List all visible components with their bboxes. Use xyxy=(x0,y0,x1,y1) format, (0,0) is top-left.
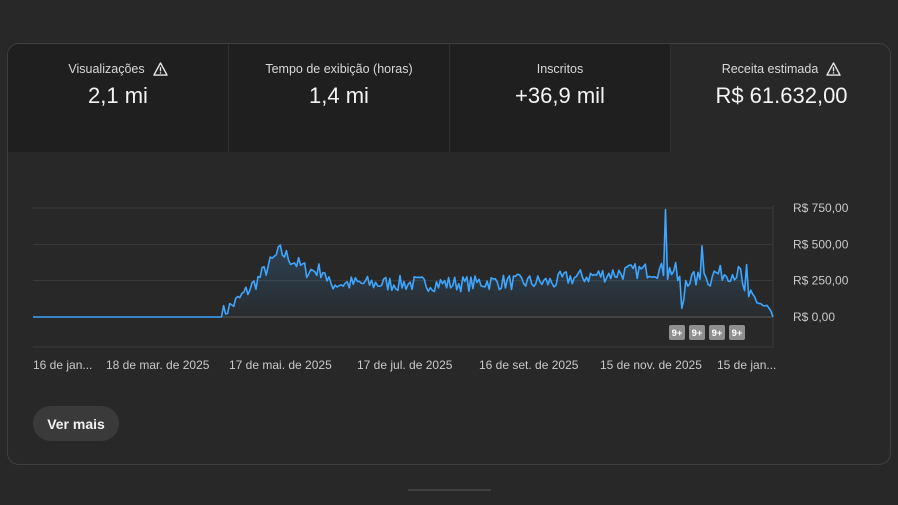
x-tick-label: 15 de nov. de 2025 xyxy=(600,358,702,372)
annotation-badge[interactable]: 9+ xyxy=(709,325,725,340)
y-tick-label: R$ 500,00 xyxy=(793,237,849,251)
bottom-divider xyxy=(408,489,491,491)
revenue-chart[interactable]: R$ 0,00 R$ 250,00 R$ 500,00 R$ 750,00 16 de… xyxy=(8,152,891,402)
metric-value: 1,4 mi xyxy=(309,83,369,108)
metric-label: Tempo de exibição (horas) xyxy=(265,62,413,76)
badge-label: 9+ xyxy=(672,328,683,339)
x-tick-label: 17 de mai. de 2025 xyxy=(229,358,332,372)
metric-label: Inscritos xyxy=(536,62,584,76)
y-tick-label: R$ 250,00 xyxy=(793,274,849,288)
metric-tab-revenue[interactable]: Receita estimada R$ 61.632,00 xyxy=(671,44,890,152)
annotation-badge[interactable]: 9+ xyxy=(689,325,705,340)
metric-label: Receita estimada xyxy=(721,62,819,76)
metric-tabs: Visualizações 2,1 mi Tempo de exibição (… xyxy=(8,44,890,152)
ver-mais-button[interactable]: Ver mais xyxy=(33,406,119,441)
x-tick-label: 16 de set. de 2025 xyxy=(479,358,579,372)
metric-tab-watch-time[interactable]: Tempo de exibição (horas) 1,4 mi xyxy=(229,44,450,152)
metric-value: +36,9 mil xyxy=(515,83,605,108)
metric-label-row: Visualizações xyxy=(8,62,228,76)
badge-label: 9+ xyxy=(692,328,703,339)
x-tick-label: 17 de jul. de 2025 xyxy=(357,358,453,372)
warning-icon[interactable] xyxy=(152,62,168,76)
metric-tab-subscribers[interactable]: Inscritos +36,9 mil xyxy=(450,44,671,152)
x-tick-label: 15 de jan... xyxy=(717,358,776,372)
metric-label: Visualizações xyxy=(68,62,145,76)
annotation-badge[interactable]: 9+ xyxy=(669,325,685,340)
warning-icon[interactable] xyxy=(826,62,842,76)
metric-value: 2,1 mi xyxy=(88,83,148,108)
x-tick-label: 18 de mar. de 2025 xyxy=(106,358,210,372)
badge-label: 9+ xyxy=(732,328,743,339)
metric-tab-views[interactable]: Visualizações 2,1 mi xyxy=(8,44,229,152)
metric-label-row: Receita estimada xyxy=(671,62,890,76)
y-tick-label: R$ 750,00 xyxy=(793,201,849,215)
series-area xyxy=(33,209,773,317)
y-tick-label: R$ 0,00 xyxy=(793,310,835,324)
metric-label-row: Tempo de exibição (horas) xyxy=(229,62,449,76)
series-line[interactable] xyxy=(33,208,774,318)
x-tick-label: 16 de jan... xyxy=(33,358,92,372)
metric-value: R$ 61.632,00 xyxy=(715,83,848,108)
badge-label: 9+ xyxy=(712,328,723,339)
analytics-card: Visualizações 2,1 mi Tempo de exibição (… xyxy=(7,43,891,465)
metric-label-row: Inscritos xyxy=(450,62,670,76)
annotation-badge[interactable]: 9+ xyxy=(729,325,745,340)
